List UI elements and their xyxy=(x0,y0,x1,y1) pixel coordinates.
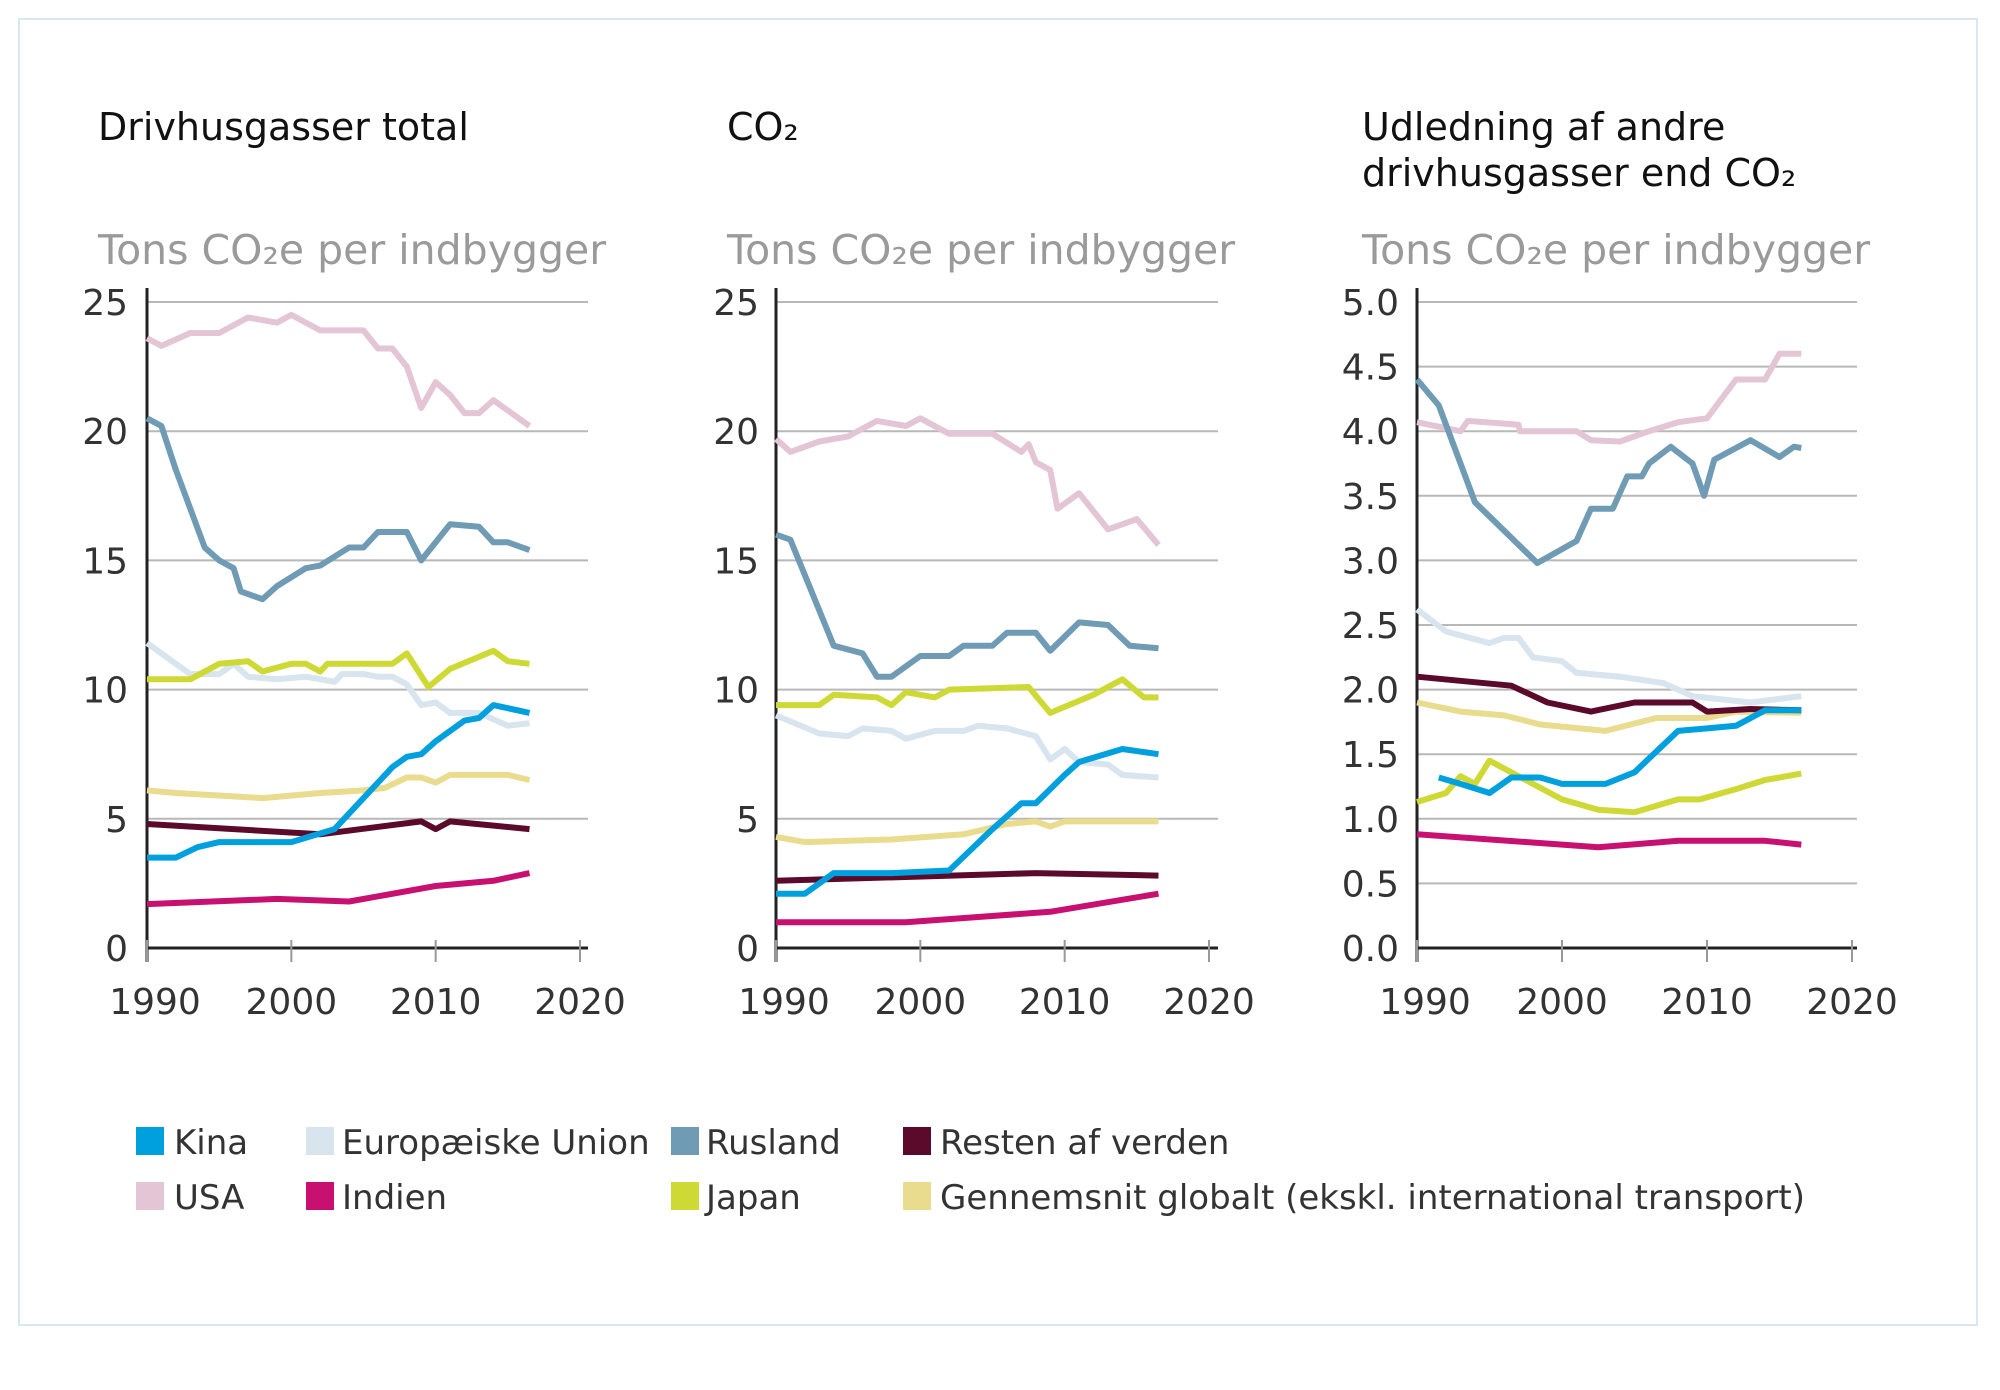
y-tick-label: 10 xyxy=(713,671,759,712)
x-tick-label: 2020 xyxy=(1806,982,1898,1023)
x-tick-label: 2000 xyxy=(875,982,967,1023)
x-tick-label: 2010 xyxy=(1019,982,1111,1023)
chart-title: Udledning af andre xyxy=(1362,105,1725,149)
y-tick-label: 3.0 xyxy=(1342,541,1399,582)
x-tick-label: 1990 xyxy=(1379,982,1471,1023)
x-tick-label: 2000 xyxy=(1516,982,1608,1023)
y-tick-label: 4.5 xyxy=(1342,348,1399,389)
y-tick-label: 2.0 xyxy=(1342,671,1399,712)
y-tick-label: 25 xyxy=(82,283,128,324)
series-line-indien xyxy=(1416,831,1802,851)
y-tick-label: 0 xyxy=(736,929,759,970)
legend-label-usa: USA xyxy=(174,1178,244,1218)
legend-label-kina: Kina xyxy=(174,1123,248,1163)
y-tick-label: 1.5 xyxy=(1342,735,1399,776)
series-line-kina xyxy=(1437,707,1802,796)
legend-swatch-kina xyxy=(136,1127,164,1155)
series-line-global xyxy=(1416,699,1802,734)
series-line-resten xyxy=(146,818,530,838)
y-tick-label: 5 xyxy=(105,800,128,841)
series-line-indien xyxy=(776,890,1159,926)
y-tick-label: 5 xyxy=(736,800,759,841)
series-line-usa xyxy=(1416,350,1802,445)
y-tick-label: 20 xyxy=(713,412,759,453)
y-tick-label: 4.0 xyxy=(1342,412,1399,453)
series-line-japan xyxy=(147,647,530,690)
legend-swatch-japan xyxy=(671,1182,699,1210)
series-line-rusland xyxy=(145,415,531,603)
series-line-japan xyxy=(776,676,1159,716)
legend-label-global: Gennemsnit globalt (ekskl. international… xyxy=(940,1178,1805,1218)
y-axis-unit-label: Tons CO₂e per indbygger xyxy=(726,226,1235,274)
chart-title: drivhusgasser end CO₂ xyxy=(1362,151,1796,195)
y-tick-label: 5.0 xyxy=(1342,283,1399,324)
series-line-rusland xyxy=(774,531,1159,680)
y-tick-label: 15 xyxy=(713,541,759,582)
x-tick-label: 2010 xyxy=(390,982,482,1023)
x-tick-label: 1990 xyxy=(109,982,201,1023)
x-tick-label: 2020 xyxy=(1163,982,1255,1023)
series-line-resten xyxy=(1416,673,1802,715)
series-line-global xyxy=(775,818,1159,846)
y-tick-label: 10 xyxy=(82,671,128,712)
series-line-resten xyxy=(775,870,1159,884)
series-line-eu xyxy=(1415,607,1802,706)
series-line-kina xyxy=(147,702,531,861)
series-line-eu xyxy=(774,712,1159,781)
series-line-usa xyxy=(145,311,532,429)
legend-label-indien: Indien xyxy=(342,1178,447,1218)
y-tick-label: 3.5 xyxy=(1342,477,1399,518)
legend-label-japan: Japan xyxy=(704,1178,801,1218)
legend-label-resten: Resten af verden xyxy=(940,1123,1229,1163)
chart-title: Drivhusgasser total xyxy=(98,105,469,149)
y-tick-label: 1.0 xyxy=(1342,800,1399,841)
series-line-indien xyxy=(146,870,531,908)
legend-label-rusland: Rusland xyxy=(706,1123,841,1163)
y-tick-label: 20 xyxy=(82,412,128,453)
chart-title: CO₂ xyxy=(727,105,799,149)
figure-frame xyxy=(18,18,1978,1326)
y-tick-label: 2.5 xyxy=(1342,606,1399,647)
series-line-global xyxy=(146,771,531,802)
legend-label-eu: Europæiske Union xyxy=(342,1123,650,1163)
series-line-japan xyxy=(1416,757,1802,816)
x-tick-label: 2010 xyxy=(1661,982,1753,1023)
y-tick-label: 0 xyxy=(105,929,128,970)
y-axis-unit-label: Tons CO₂e per indbygger xyxy=(97,226,606,274)
y-tick-label: 0.5 xyxy=(1342,864,1399,905)
y-tick-label: 0.0 xyxy=(1342,929,1399,970)
y-tick-label: 25 xyxy=(713,283,759,324)
series-line-kina xyxy=(776,746,1159,897)
legend-swatch-resten xyxy=(903,1127,931,1155)
series-line-eu xyxy=(145,640,530,729)
legend-swatch-rusland xyxy=(671,1127,699,1155)
legend-swatch-global xyxy=(903,1182,931,1210)
y-tick-label: 15 xyxy=(82,541,128,582)
x-tick-label: 2020 xyxy=(534,982,626,1023)
legend-swatch-indien xyxy=(306,1182,334,1210)
legend-swatch-eu xyxy=(306,1127,334,1155)
x-tick-label: 1990 xyxy=(738,982,830,1023)
series-line-usa xyxy=(773,415,1161,547)
y-axis-unit-label: Tons CO₂e per indbygger xyxy=(1361,226,1870,274)
x-tick-label: 2000 xyxy=(246,982,338,1023)
legend-swatch-usa xyxy=(136,1182,164,1210)
series-line-rusland xyxy=(1414,377,1802,566)
